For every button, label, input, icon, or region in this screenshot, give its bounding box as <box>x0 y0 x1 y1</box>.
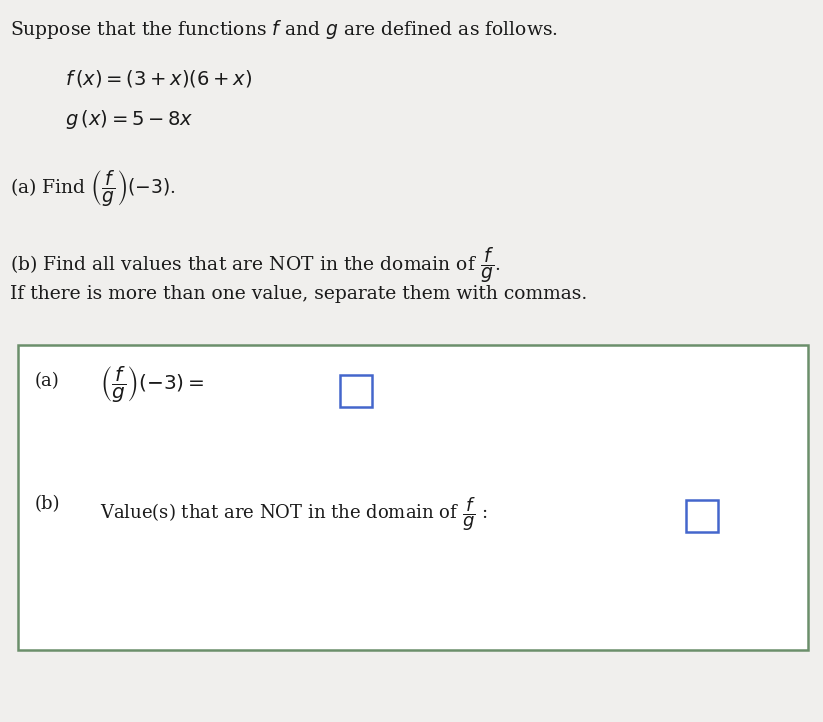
Text: $f\,(x)=(3+x)(6+x)$: $f\,(x)=(3+x)(6+x)$ <box>65 68 253 89</box>
Bar <box>686 500 718 532</box>
Text: (b): (b) <box>35 495 61 513</box>
Text: Value(s) that are NOT in the domain of $\dfrac{f}{g}$ :: Value(s) that are NOT in the domain of $… <box>100 495 488 533</box>
Bar <box>18 345 808 650</box>
Text: (b) Find all values that are NOT in the domain of $\dfrac{f}{g}$.: (b) Find all values that are NOT in the … <box>10 245 500 285</box>
Bar <box>340 375 372 407</box>
Text: (a): (a) <box>35 372 60 390</box>
Text: If there is more than one value, separate them with commas.: If there is more than one value, separat… <box>10 285 588 303</box>
Text: Suppose that the functions $f$ and $g$ are defined as follows.: Suppose that the functions $f$ and $g$ a… <box>10 18 558 41</box>
Text: $\left(\dfrac{f}{g}\right)(-3) =$: $\left(\dfrac{f}{g}\right)(-3) =$ <box>100 365 204 405</box>
Text: (a) Find $\left(\dfrac{f}{g}\right)(-3)$.: (a) Find $\left(\dfrac{f}{g}\right)(-3)$… <box>10 168 176 208</box>
Text: $g\,(x)=5-8x$: $g\,(x)=5-8x$ <box>65 108 193 131</box>
